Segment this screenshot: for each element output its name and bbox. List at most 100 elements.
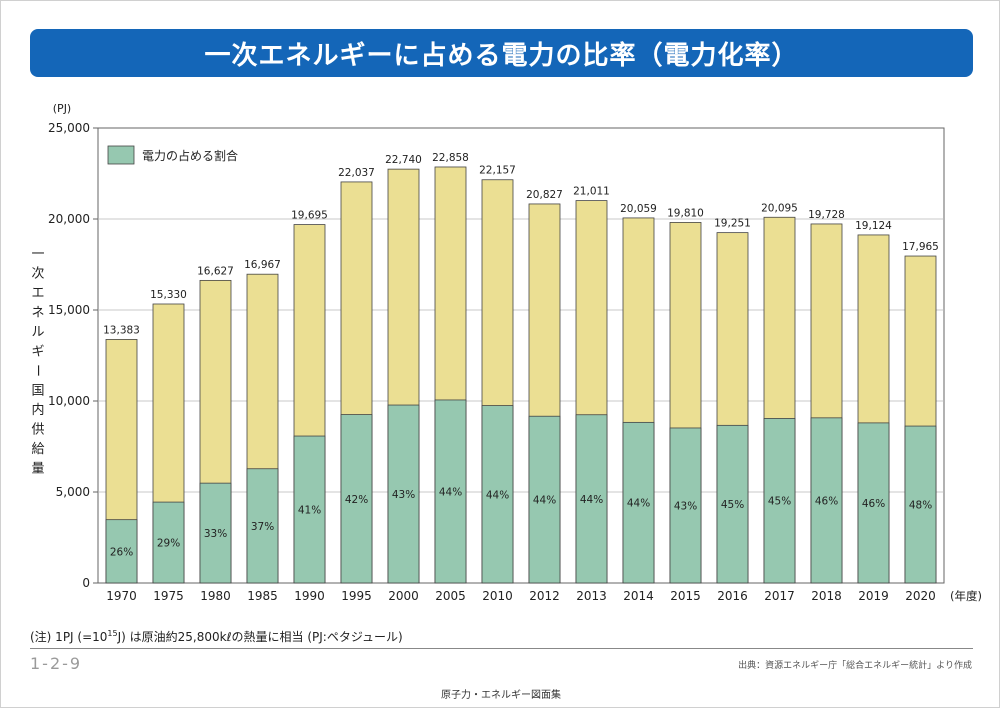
x-tick-label: 1970 xyxy=(106,589,137,603)
y-tick-label: 20,000 xyxy=(48,212,90,226)
bar-electric-share xyxy=(199,482,232,584)
bar-electric-share xyxy=(340,414,373,584)
footnote-pre: (注) 1PJ (=10 xyxy=(30,630,108,644)
share-data-label: 46% xyxy=(862,498,885,510)
bar-electric-share xyxy=(575,414,608,584)
y-axis-label-char: ー xyxy=(30,364,45,377)
share-data-label: 42% xyxy=(345,494,368,506)
total-data-label: 22,740 xyxy=(385,154,422,166)
x-tick-label: 2014 xyxy=(623,589,654,603)
legend-swatch xyxy=(107,145,135,165)
y-axis-label-char: 量 xyxy=(31,462,44,477)
share-data-label: 45% xyxy=(768,496,791,508)
x-unit-label: (年度) xyxy=(950,589,982,603)
x-tick-label: 2017 xyxy=(764,589,795,603)
share-data-label: 26% xyxy=(110,546,133,558)
y-unit-label: (PJ) xyxy=(53,102,71,115)
total-data-label: 19,695 xyxy=(291,210,328,222)
total-data-label: 22,858 xyxy=(432,152,469,164)
y-axis-label-char: ギ xyxy=(31,345,44,360)
share-data-label: 46% xyxy=(815,495,838,507)
x-tick-label: 1985 xyxy=(247,589,278,603)
x-tick-label: 2013 xyxy=(576,589,607,603)
title-bar: 一次エネルギーに占める電力の比率（電力化率） xyxy=(30,29,973,77)
share-data-label: 37% xyxy=(251,521,274,533)
share-data-label: 29% xyxy=(157,538,180,550)
x-tick-label: 1995 xyxy=(341,589,372,603)
y-tick-label: 10,000 xyxy=(48,394,90,408)
x-tick-label: 1980 xyxy=(200,589,231,603)
y-axis-label-char: ル xyxy=(31,325,44,340)
total-data-label: 19,728 xyxy=(808,209,845,221)
x-tick-label: 2005 xyxy=(435,589,466,603)
share-data-label: 44% xyxy=(627,498,650,510)
x-tick-label: 2010 xyxy=(482,589,513,603)
total-data-label: 16,627 xyxy=(197,265,234,277)
y-tick-label: 5,000 xyxy=(56,485,90,499)
plot-area xyxy=(97,127,945,584)
bar-electric-share xyxy=(387,404,420,584)
bar-electric-share xyxy=(904,425,937,584)
footnote-post: J) は原油約25,800kℓの熱量に相当 (PJ:ペタジュール) xyxy=(117,630,403,644)
total-data-label: 20,095 xyxy=(761,202,798,214)
share-data-label: 43% xyxy=(674,500,697,512)
legend-label: 電力の占める割合 xyxy=(142,148,238,163)
bar-electric-share xyxy=(669,427,702,584)
source-note: 出典：資源エネルギー庁「総合エネルギー統計」より作成 xyxy=(738,661,972,671)
total-data-label: 22,037 xyxy=(338,167,375,179)
total-data-label: 19,810 xyxy=(667,207,704,219)
page-number: 1-2-9 xyxy=(30,654,83,673)
total-data-label: 15,330 xyxy=(150,289,187,301)
x-tick-label: 2020 xyxy=(905,589,936,603)
total-data-label: 19,124 xyxy=(855,220,892,232)
share-data-label: 43% xyxy=(392,489,415,501)
total-data-label: 22,157 xyxy=(479,165,516,177)
y-axis-label-char: エ xyxy=(31,286,44,301)
y-axis-label-char: ネ xyxy=(31,306,44,321)
footnote: (注) 1PJ (=1015J) は原油約25,800kℓの熱量に相当 (PJ:… xyxy=(30,628,403,645)
bar-electric-share xyxy=(716,424,749,584)
total-data-label: 19,251 xyxy=(714,218,751,230)
bar-electric-share xyxy=(152,501,185,584)
total-data-label: 20,059 xyxy=(620,203,657,215)
y-axis-label-char: 内 xyxy=(31,402,44,418)
share-data-label: 44% xyxy=(580,494,603,506)
x-tick-label: 1975 xyxy=(153,589,184,603)
footer-divider xyxy=(30,648,973,649)
share-data-label: 41% xyxy=(298,505,321,517)
x-tick-label: 2000 xyxy=(388,589,419,603)
page-title: 一次エネルギーに占める電力の比率（電力化率） xyxy=(204,40,799,71)
share-data-label: 33% xyxy=(204,528,227,540)
total-data-label: 20,827 xyxy=(526,189,563,201)
bar-electric-share xyxy=(622,421,655,584)
y-axis-label-char: 次 xyxy=(31,266,44,282)
x-tick-label: 2018 xyxy=(811,589,842,603)
x-tick-label: 2019 xyxy=(858,589,889,603)
y-tick-label: 15,000 xyxy=(48,303,90,317)
share-data-label: 44% xyxy=(533,495,556,507)
bar-electric-share xyxy=(810,417,843,584)
share-data-label: 44% xyxy=(439,486,462,498)
bar-electric-share xyxy=(763,418,796,584)
total-data-label: 13,383 xyxy=(103,324,140,336)
y-axis-label-char: 国 xyxy=(31,384,44,399)
book-title: 原子力・エネルギー図面集 xyxy=(441,690,561,701)
total-data-label: 17,965 xyxy=(902,241,939,253)
x-tick-label: 1990 xyxy=(294,589,325,603)
footnote-sup: 15 xyxy=(107,629,118,638)
x-tick-label: 2015 xyxy=(670,589,701,603)
share-data-label: 48% xyxy=(909,500,932,512)
bar-electric-share xyxy=(857,422,890,584)
total-data-label: 16,967 xyxy=(244,259,281,271)
y-tick-label: 25,000 xyxy=(48,121,90,135)
bar-electric-share xyxy=(434,399,467,584)
share-data-label: 44% xyxy=(486,489,509,501)
bar-electric-share xyxy=(293,435,326,584)
bar-electric-share xyxy=(481,405,514,584)
y-tick-label: 0 xyxy=(82,576,90,590)
bar-electric-share xyxy=(528,415,561,584)
x-tick-label: 2016 xyxy=(717,589,748,603)
x-tick-label: 2012 xyxy=(529,589,560,603)
y-axis-label-char: 給 xyxy=(31,442,44,457)
